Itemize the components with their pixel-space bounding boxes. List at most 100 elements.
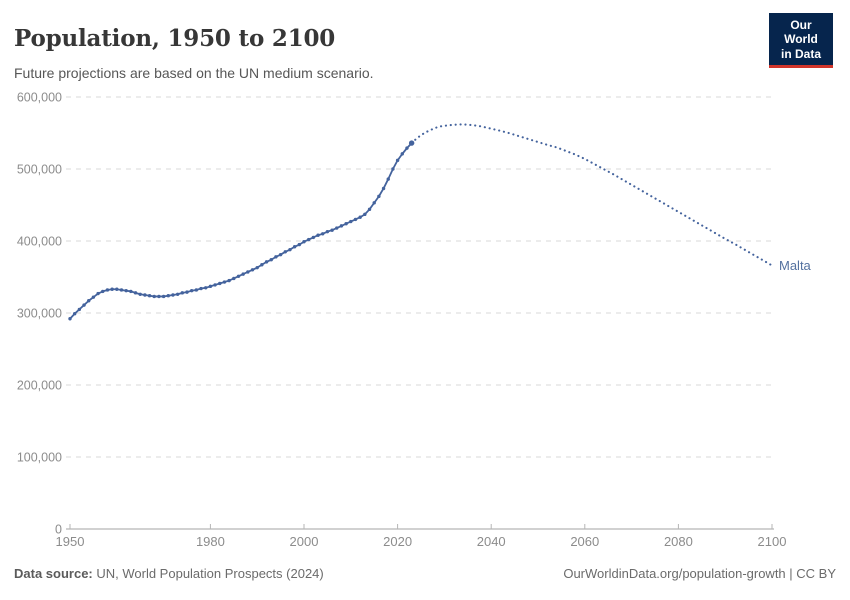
data-point-marker: [367, 207, 372, 212]
data-point-marker: [91, 295, 96, 299]
data-point-marker: [213, 283, 217, 287]
data-point-marker: [208, 284, 213, 289]
data-point-marker: [124, 288, 128, 293]
data-point-marker: [185, 290, 189, 294]
data-point-marker: [72, 312, 77, 316]
data-point-marker: [405, 146, 409, 150]
data-source-text: UN, World Population Prospects (2024): [92, 566, 324, 581]
data-point-marker: [311, 235, 316, 240]
owid-url-link[interactable]: OurWorldinData.org/population-growth | C…: [563, 566, 836, 581]
owid-logo-line1: Our World: [784, 18, 818, 47]
chart-subtitle: Future projections are based on the UN m…: [14, 65, 374, 81]
data-point-marker: [129, 289, 133, 294]
x-axis-tick-label: 2060: [570, 534, 599, 549]
data-point-marker: [232, 276, 236, 281]
data-point-marker: [96, 291, 100, 296]
data-point-marker: [189, 288, 194, 293]
data-point-marker: [325, 229, 330, 234]
data-point-marker: [101, 289, 105, 294]
data-point-marker: [349, 219, 353, 224]
data-point-marker: [227, 278, 231, 283]
data-point-marker: [119, 288, 124, 292]
data-point-marker: [306, 237, 311, 242]
data-point-marker: [386, 177, 390, 181]
data-point-marker: [358, 215, 362, 219]
data-point-marker: [335, 226, 339, 230]
x-axis-tick-label: 2080: [664, 534, 693, 549]
y-axis-tick-label: 400,000: [17, 235, 62, 249]
chart-title: Population, 1950 to 2100: [14, 25, 336, 53]
data-point-marker: [175, 292, 180, 296]
chart-footer: Data source: UN, World Population Prospe…: [0, 566, 850, 581]
data-point-marker: [377, 194, 381, 199]
data-point-marker: [260, 263, 264, 267]
data-point-marker: [77, 307, 82, 312]
data-point-marker: [288, 247, 292, 252]
data-point-marker: [157, 294, 161, 299]
data-point-marker: [115, 287, 119, 291]
data-point-marker: [363, 212, 367, 217]
data-point-marker: [339, 224, 344, 228]
y-axis-tick-label: 200,000: [17, 379, 62, 393]
data-point-marker: [143, 293, 147, 297]
data-point-marker: [82, 303, 86, 307]
projection-line: [410, 123, 774, 267]
data-point-marker: [68, 317, 72, 321]
data-point-marker: [166, 294, 170, 298]
data-point-marker: [400, 152, 404, 156]
x-axis-tick-label: 1950: [56, 534, 85, 549]
data-point-marker: [274, 255, 278, 259]
x-axis-tick-label: 2100: [758, 534, 787, 549]
data-point-marker: [133, 291, 138, 295]
owid-logo-line2: in Data: [780, 46, 821, 61]
data-point-marker: [321, 232, 325, 236]
data-point-marker: [199, 286, 203, 291]
data-point-marker: [110, 287, 114, 291]
data-point-marker: [395, 158, 400, 163]
data-point-marker: [292, 245, 297, 249]
data-point-marker: [87, 299, 91, 303]
data-point-marker: [302, 240, 306, 244]
data-point-marker: [236, 274, 241, 278]
y-axis-tick-label: 100,000: [17, 451, 62, 465]
y-axis-tick-label: 300,000: [17, 307, 62, 321]
data-point-marker: [180, 291, 185, 295]
data-point-marker: [161, 294, 166, 299]
data-point-marker: [194, 288, 199, 292]
data-point-marker: [391, 167, 395, 171]
data-point-marker: [283, 250, 287, 254]
y-axis-tick-label: 600,000: [17, 91, 62, 105]
data-point-marker: [255, 265, 259, 270]
data-point-marker: [246, 270, 250, 274]
data-point-marker: [171, 293, 175, 297]
owid-logo[interactable]: Our World in Data: [769, 13, 833, 69]
data-point-marker: [152, 294, 156, 299]
x-axis-tick-label: 2000: [290, 534, 319, 549]
data-point-marker: [353, 217, 358, 222]
data-point-marker: [222, 280, 227, 284]
entity-label: Malta: [779, 258, 812, 273]
data-source-note: Data source: UN, World Population Prospe…: [14, 566, 324, 581]
data-point-marker: [250, 268, 255, 272]
y-axis-tick-label: 0: [55, 523, 62, 537]
x-axis-tick-label: 1980: [196, 534, 225, 549]
data-point-marker: [381, 186, 386, 191]
data-point-marker: [269, 258, 273, 262]
data-point-marker: [278, 252, 283, 257]
data-point-marker: [264, 260, 269, 264]
data-source-label: Data source:: [14, 566, 93, 581]
data-point-marker: [297, 242, 302, 247]
data-point-marker: [316, 233, 320, 237]
data-point-marker: [372, 201, 376, 205]
data-point-marker: [218, 281, 222, 286]
x-axis-tick-label: 2020: [383, 534, 412, 549]
data-point-marker: [344, 222, 348, 226]
data-point-marker: [105, 288, 110, 292]
data-point-marker: [330, 228, 334, 232]
x-axis-tick-label: 2040: [477, 534, 506, 549]
data-point-marker: [204, 286, 208, 290]
data-point-marker: [147, 294, 152, 298]
y-axis-tick-label: 500,000: [17, 163, 62, 177]
data-point-marker: [138, 292, 142, 296]
